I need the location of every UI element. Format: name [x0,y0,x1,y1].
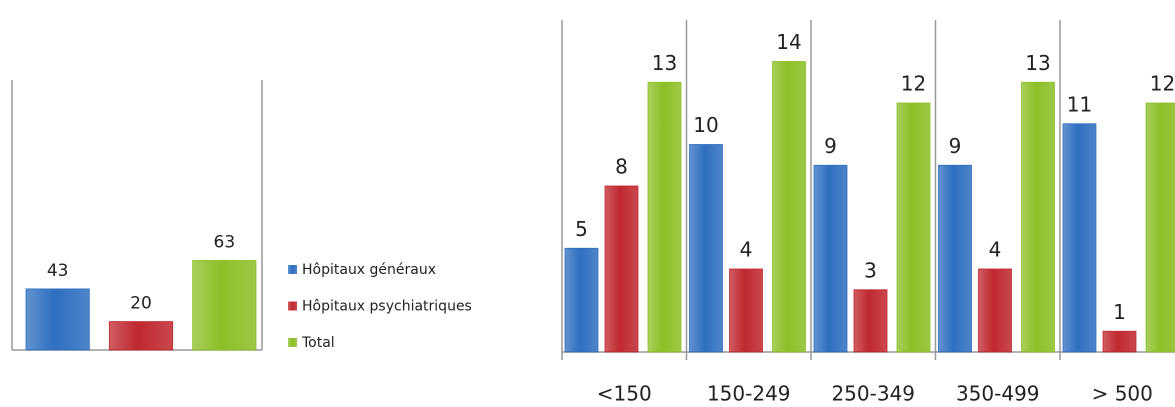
x-tick-label: 350-499 [956,382,1040,406]
data-label: 11 [1067,92,1092,116]
data-label: 12 [1150,72,1175,96]
data-label: 43 [47,261,69,281]
bar [729,268,763,353]
data-label: 9 [824,134,837,158]
bar [564,247,599,353]
data-label: 14 [776,30,801,54]
bar [1145,102,1175,353]
bar [647,81,682,353]
x-tick-label: > 500 [1092,382,1153,406]
data-label: 20 [130,294,152,314]
data-label: 13 [1025,51,1050,75]
legend-label: Total [301,335,335,351]
bar [108,321,174,351]
data-label: 12 [901,72,926,96]
data-label: 13 [652,51,677,75]
x-tick-label: <150 [597,382,652,406]
legend-swatch [288,301,297,311]
data-label: 9 [949,134,962,158]
data-label: 63 [214,232,236,252]
data-label: 5 [575,217,588,241]
bar [1102,330,1137,353]
data-label: 1 [1113,300,1126,324]
bar [1062,123,1097,353]
bar [938,164,972,353]
bar [689,144,723,353]
bar [896,102,931,353]
data-label: 4 [989,238,1002,262]
data-label: 10 [693,113,718,137]
legend-label: Hôpitaux généraux [302,262,436,278]
bar [192,260,257,351]
bar [1021,81,1055,353]
legend-label: Hôpitaux psychiatriques [302,299,472,315]
bar [25,288,90,351]
data-label: 8 [615,155,628,179]
bar [772,61,806,353]
bar [978,268,1012,353]
legend-swatch [288,265,297,274]
bar [853,289,888,353]
data-label: 3 [864,258,877,282]
data-label: 4 [740,238,753,262]
bar [813,164,848,353]
x-tick-label: 150-249 [707,382,791,406]
x-tick-label: 250-349 [831,382,915,406]
legend-swatch [288,338,297,347]
bar [604,185,639,353]
